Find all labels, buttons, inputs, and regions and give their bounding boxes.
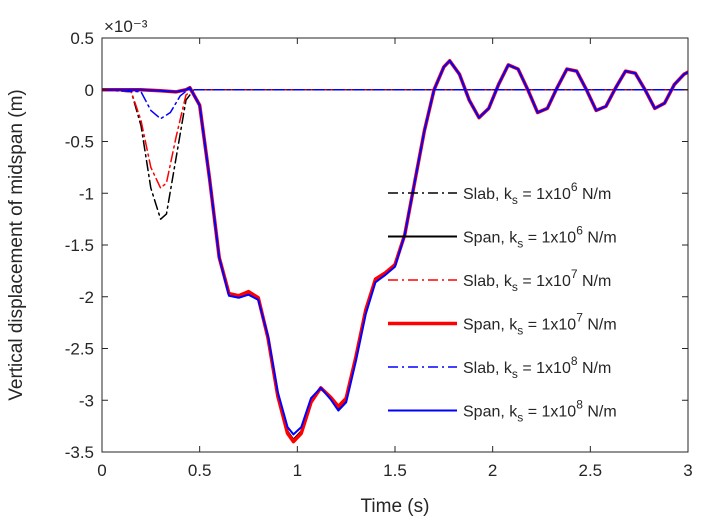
y-axis-label: Vertical displacement of midspan (m): [6, 89, 27, 401]
legend-label-5: Slab, ks = 1x108 N/m: [463, 354, 611, 381]
series-layer: [102, 59, 688, 444]
legend-label-3: Slab, ks = 1x107 N/m: [463, 267, 611, 294]
y-tick-label: -1.5: [65, 236, 94, 255]
x-tick-label: 1.5: [383, 461, 407, 480]
legend-label-1: Slab, ks = 1x106 N/m: [463, 180, 611, 207]
y-axis-exponent: ×10⁻³: [104, 17, 148, 36]
y-tick-label: -1: [79, 184, 94, 203]
y-tick-label: 0: [85, 81, 94, 100]
x-tick-label: 2.5: [579, 461, 603, 480]
y-tick-label: -2.5: [65, 340, 94, 359]
y-tick-label: -3.5: [65, 443, 94, 462]
y-tick-label: 0.5: [70, 29, 94, 48]
legend-label-2: Span, ks = 1x106 N/m: [463, 224, 617, 251]
x-tick-label: 3: [683, 461, 692, 480]
series-line-6: [102, 59, 688, 436]
series-line-5: [102, 89, 688, 120]
y-tick-label: -3: [79, 391, 94, 410]
legend: Slab, ks = 1x106 N/m Span, ks = 1x106 N/m…: [388, 180, 617, 425]
y-axis: 0.5 0 -0.5 -1 -1.5 -2 -2.5 -3 -3.5: [65, 29, 688, 462]
x-tick-label: 2: [488, 461, 497, 480]
legend-label-4: Span, ks = 1x107 N/m: [463, 311, 617, 338]
y-tick-label: -2: [79, 288, 94, 307]
x-tick-label: 1: [293, 461, 302, 480]
x-tick-label: 0: [97, 461, 106, 480]
y-tick-label: -0.5: [65, 133, 94, 152]
x-tick-label: 0.5: [188, 461, 212, 480]
legend-label-6: Span, ks = 1x108 N/m: [463, 398, 617, 425]
x-axis: 0 0.5 1 1.5 2 2.5 3: [97, 38, 693, 480]
x-axis-label: Time (s): [361, 496, 430, 517]
